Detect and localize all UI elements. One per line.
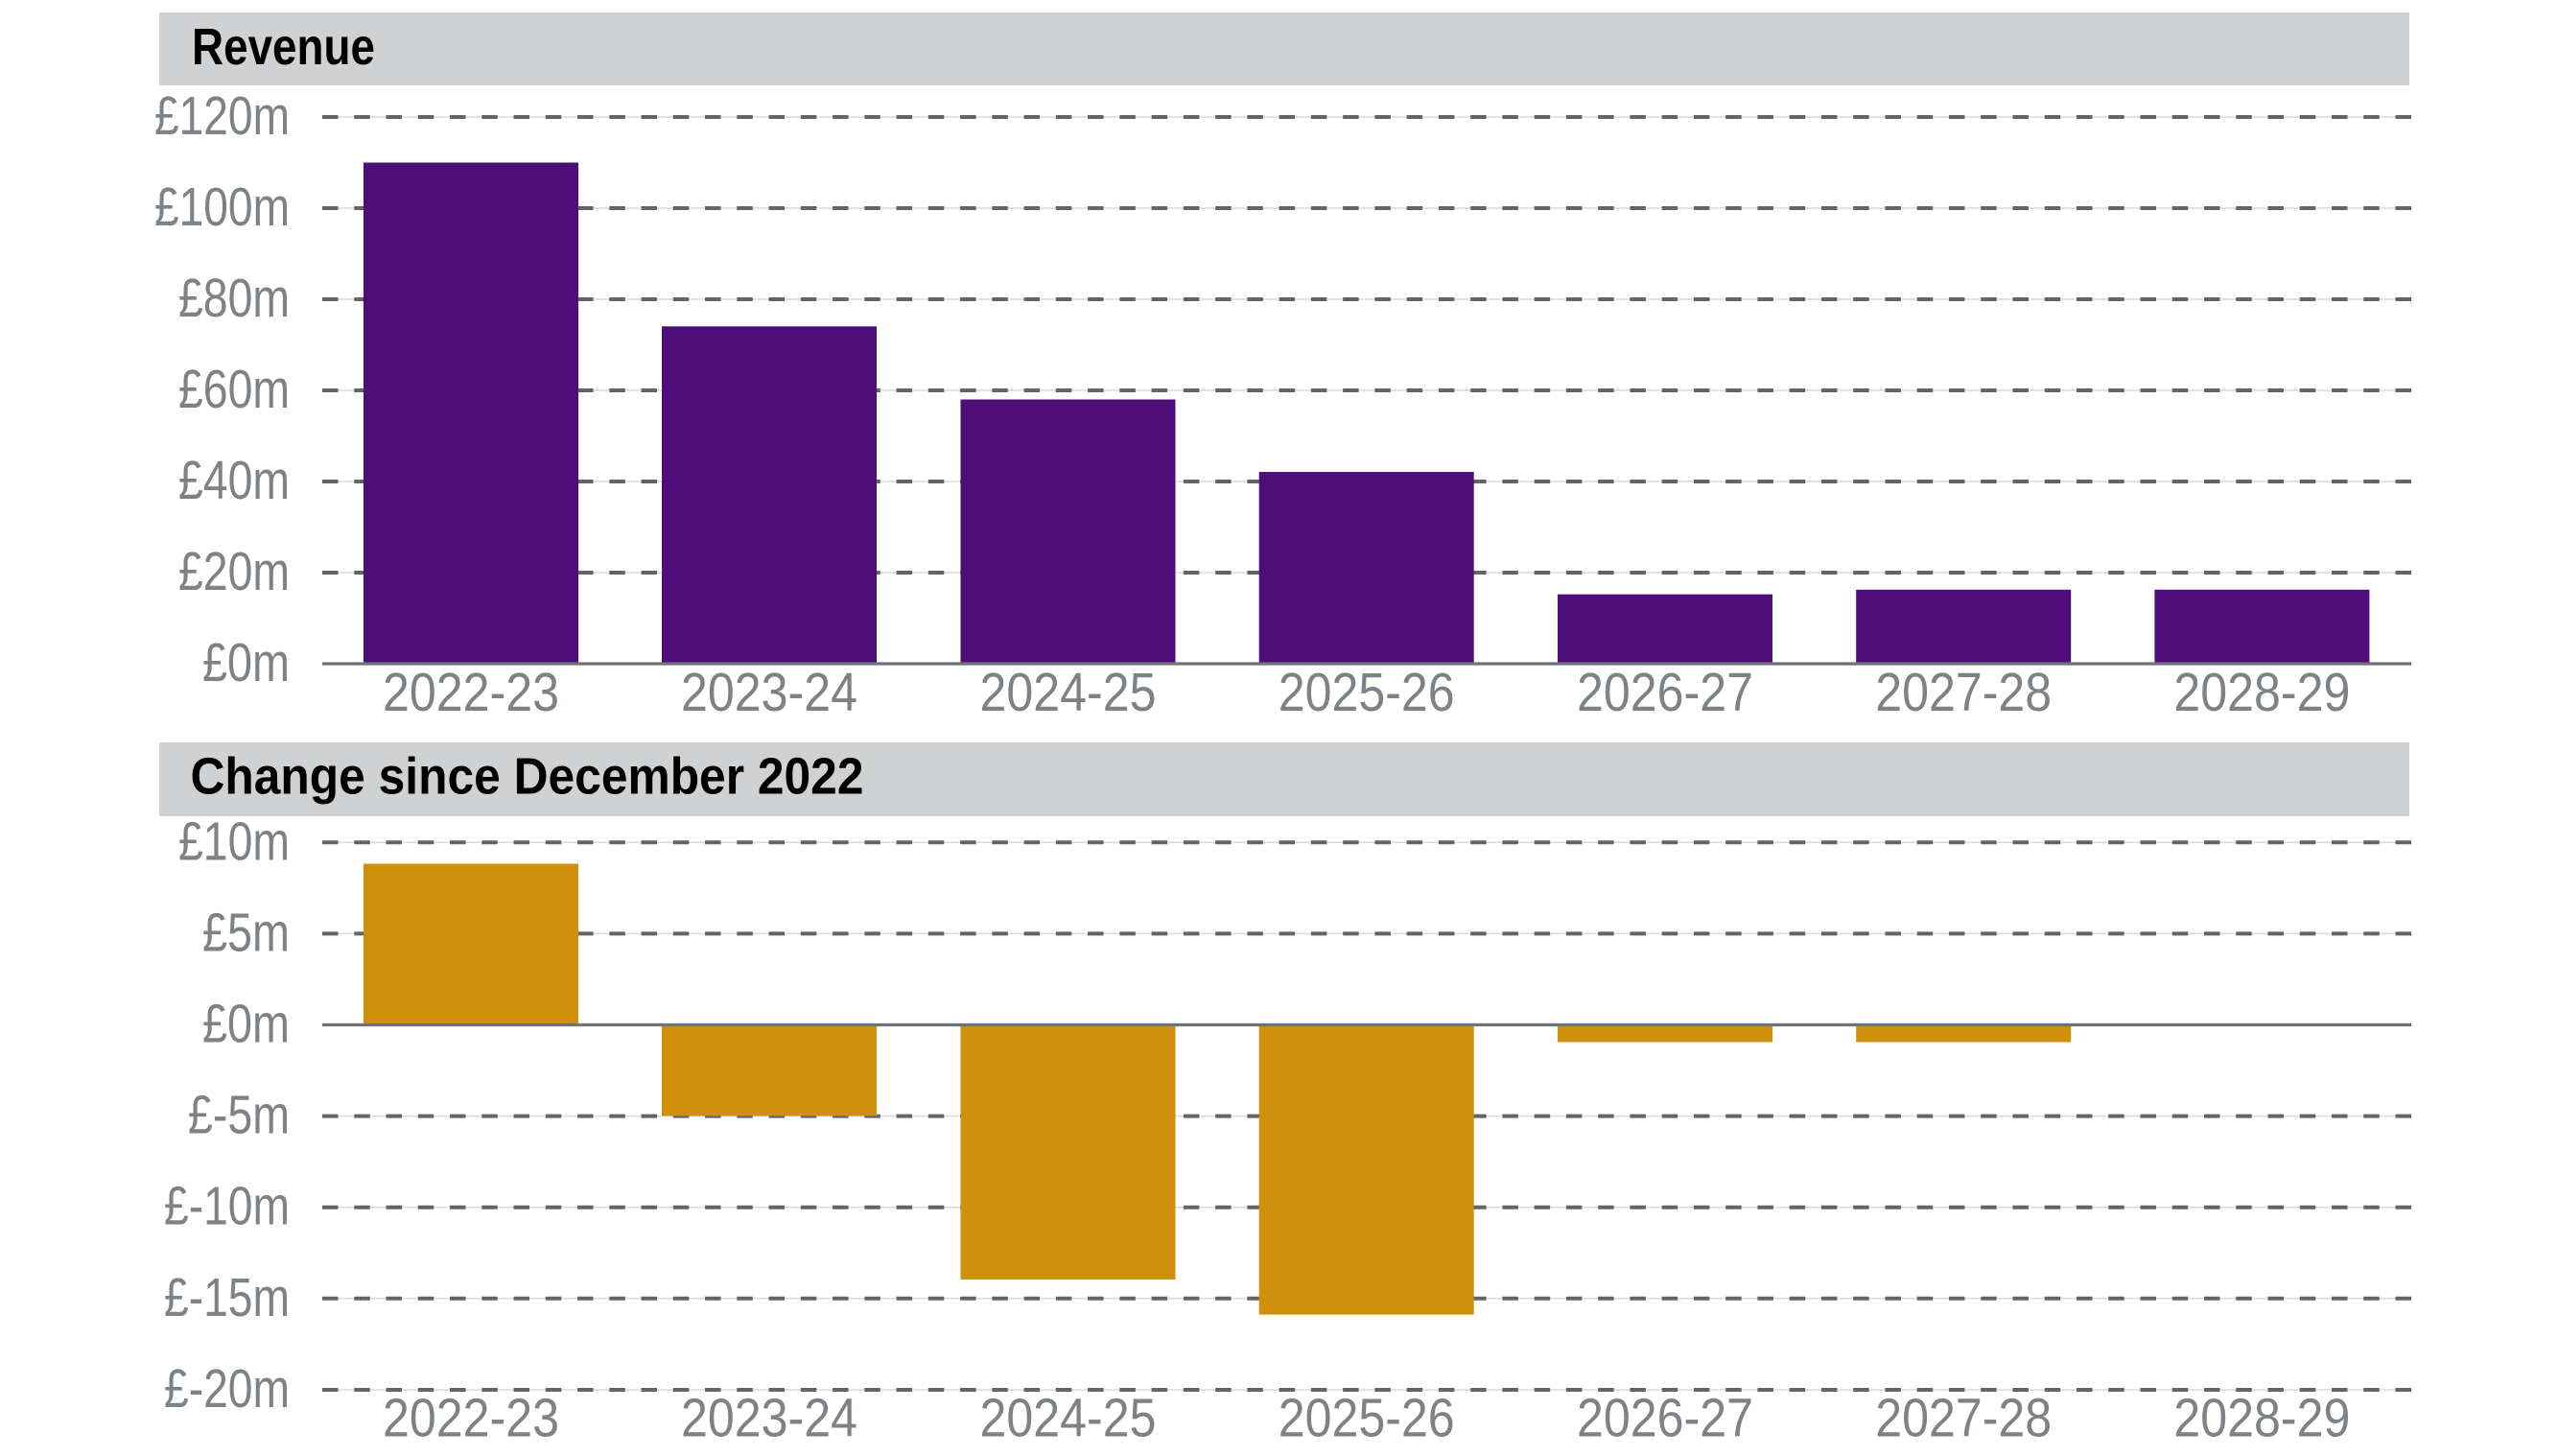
svg-text:2023-24: 2023-24 (681, 1388, 857, 1449)
svg-text:2026-27: 2026-27 (1577, 662, 1753, 723)
svg-text:2024-25: 2024-25 (980, 662, 1157, 723)
svg-text:£60m: £60m (178, 359, 290, 420)
svg-text:£-10m: £-10m (164, 1176, 290, 1237)
svg-text:2026-27: 2026-27 (1577, 1388, 1753, 1449)
svg-text:2024-25: 2024-25 (980, 1388, 1157, 1449)
svg-text:£0m: £0m (202, 632, 290, 693)
svg-text:£-5m: £-5m (188, 1085, 290, 1146)
svg-text:2028-29: 2028-29 (2173, 662, 2350, 723)
svg-text:£120m: £120m (154, 85, 290, 147)
svg-text:2027-28: 2027-28 (1875, 1388, 2052, 1449)
svg-text:2022-23: 2022-23 (383, 1388, 559, 1449)
svg-text:2028-29: 2028-29 (2173, 1388, 2350, 1449)
svg-text:Change since December 2022: Change since December 2022 (191, 749, 864, 806)
svg-text:£-20m: £-20m (164, 1358, 290, 1420)
svg-text:2025-26: 2025-26 (1279, 662, 1455, 723)
svg-text:£40m: £40m (178, 450, 290, 511)
svg-text:2023-24: 2023-24 (681, 662, 857, 723)
svg-text:£-15m: £-15m (164, 1267, 290, 1328)
svg-text:£100m: £100m (154, 176, 290, 238)
svg-text:£80m: £80m (178, 268, 290, 329)
svg-text:£5m: £5m (202, 902, 290, 963)
svg-text:Revenue: Revenue (192, 19, 375, 76)
svg-text:£10m: £10m (178, 810, 290, 872)
svg-text:£20m: £20m (178, 541, 290, 602)
svg-text:2025-26: 2025-26 (1279, 1388, 1455, 1449)
svg-text:2022-23: 2022-23 (383, 662, 559, 723)
svg-text:2027-28: 2027-28 (1875, 662, 2052, 723)
svg-text:£0m: £0m (202, 994, 290, 1055)
